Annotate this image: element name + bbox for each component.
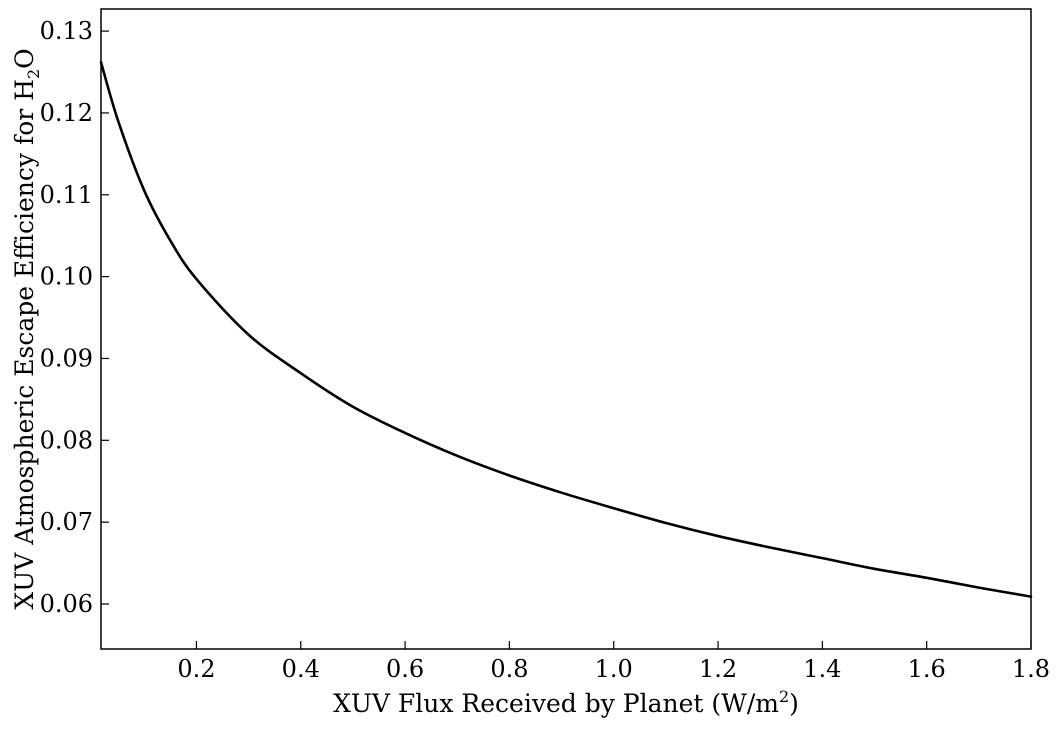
series-line <box>99 60 1033 598</box>
x-tick-label: 0.6 <box>386 655 424 683</box>
y-tick-label: 0.13 <box>40 17 93 45</box>
x-axis-ticks: 0.2 0.4 0.6 0.8 1.0 1.2 1.4 1.6 1.8 <box>177 641 1050 683</box>
x-tick-label: 1.2 <box>699 655 737 683</box>
x-tick-label: 1.8 <box>1012 655 1050 683</box>
x-tick-label: 0.8 <box>490 655 528 683</box>
x-axis-label: XUV Flux Received by Planet (W/m2) <box>333 687 799 718</box>
x-tick-label: 0.4 <box>282 655 320 683</box>
y-tick-label: 0.12 <box>40 99 93 127</box>
x-tick-label: 0.2 <box>177 655 215 683</box>
y-tick-label: 0.09 <box>40 344 93 372</box>
y-tick-label: 0.11 <box>40 181 93 209</box>
x-tick-label: 1.4 <box>803 655 841 683</box>
y-tick-label: 0.06 <box>40 590 93 618</box>
y-axis-label: XUV Atmospheric Escape Efficiency for H2… <box>10 48 43 609</box>
x-tick-label: 1.0 <box>595 655 633 683</box>
y-tick-label: 0.07 <box>40 508 93 536</box>
y-tick-label: 0.10 <box>40 263 93 291</box>
y-tick-label: 0.08 <box>40 426 93 454</box>
y-axis-ticks: 0.06 0.07 0.08 0.09 0.10 0.11 0.12 0.13 <box>40 17 109 618</box>
plot-frame <box>100 8 1032 650</box>
series-layer <box>99 60 1033 598</box>
x-tick-label: 1.6 <box>908 655 946 683</box>
